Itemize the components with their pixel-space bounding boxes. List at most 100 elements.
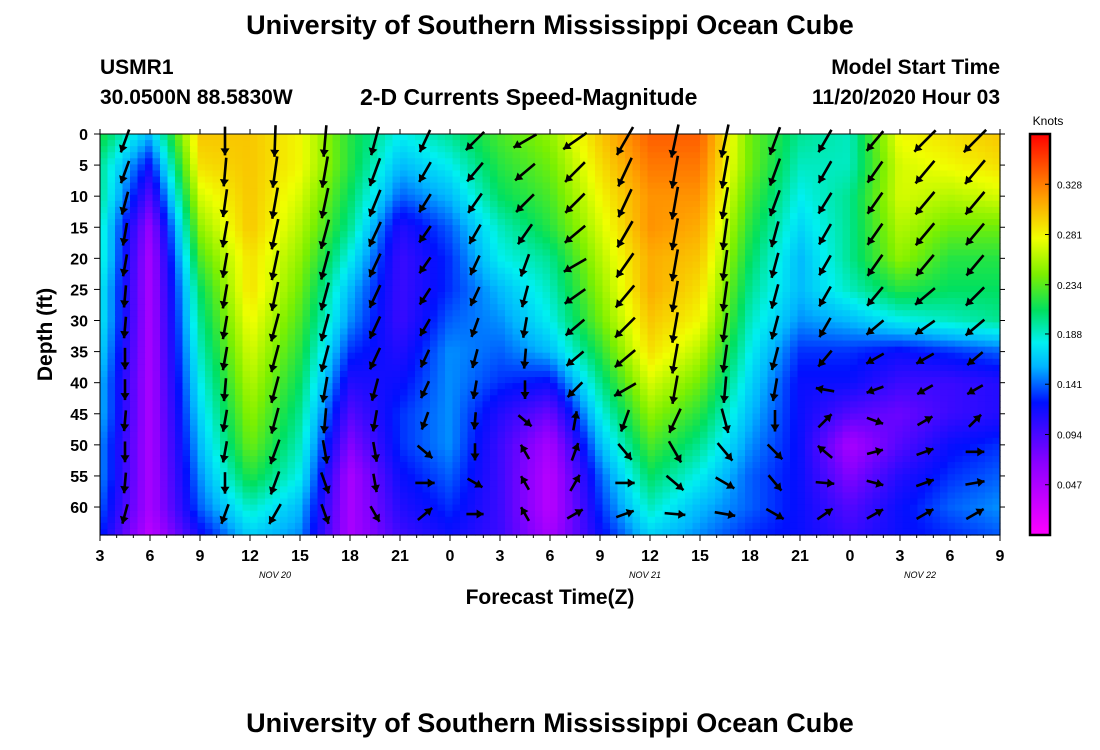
heatmap-cell	[265, 140, 274, 147]
heatmap-cell	[325, 212, 334, 220]
heatmap-cell	[535, 291, 544, 299]
heatmap-cell	[752, 237, 761, 244]
heatmap-cell	[542, 377, 551, 384]
heatmap-cell	[640, 158, 649, 165]
heatmap-cell	[550, 243, 559, 251]
heatmap-cell	[235, 200, 244, 208]
heatmap-cell	[505, 219, 514, 226]
heatmap-cell	[167, 358, 176, 366]
heatmap-cell	[707, 364, 716, 372]
heatmap-cell	[107, 383, 116, 390]
heatmap-cell	[377, 212, 386, 220]
heatmap-cell	[535, 370, 544, 378]
heatmap-cell	[130, 237, 139, 244]
heatmap-cell	[385, 194, 394, 202]
heatmap-cell	[685, 285, 694, 293]
heatmap-cell	[460, 194, 469, 202]
heatmap-cell	[445, 383, 454, 390]
heatmap-cell	[385, 304, 394, 311]
heatmap-cell	[565, 243, 574, 251]
heatmap-cell	[497, 182, 506, 190]
heatmap-cell	[512, 298, 521, 305]
heatmap-cell	[985, 255, 994, 263]
heatmap-cell	[445, 279, 454, 287]
heatmap-cell	[100, 176, 109, 184]
heatmap-cell	[197, 140, 206, 147]
heatmap-cell	[872, 176, 881, 184]
heatmap-cell	[535, 249, 544, 257]
heatmap-cell	[385, 352, 394, 360]
heatmap-cell	[685, 225, 694, 232]
heatmap-cell	[347, 304, 356, 311]
heatmap-cell	[475, 182, 484, 190]
heatmap-cell	[257, 164, 266, 172]
heatmap-cell	[932, 237, 941, 244]
heatmap-cell	[640, 225, 649, 232]
heatmap-cell	[820, 146, 829, 153]
heatmap-cell	[475, 267, 484, 275]
heatmap-cell	[377, 152, 386, 159]
heatmap-cell	[490, 170, 499, 178]
heatmap-cell	[572, 170, 581, 178]
heatmap-cell	[302, 219, 311, 226]
heatmap-cell	[617, 304, 626, 311]
heatmap-cell	[490, 255, 499, 263]
heatmap-cell	[145, 334, 154, 342]
heatmap-cell	[355, 298, 364, 305]
heatmap-cell	[790, 285, 799, 293]
heatmap-cell	[145, 146, 154, 153]
heatmap-cell	[310, 261, 319, 269]
heatmap-cell	[580, 176, 589, 184]
heatmap-cell	[490, 298, 499, 305]
heatmap-cell	[902, 182, 911, 190]
heatmap-cell	[692, 364, 701, 372]
heatmap-cell	[137, 291, 146, 299]
heatmap-cell	[977, 304, 986, 311]
heatmap-cell	[332, 182, 341, 190]
heatmap-cell	[415, 212, 424, 220]
heatmap-cell	[985, 134, 994, 141]
heatmap-cell	[512, 200, 521, 208]
heatmap-cell	[655, 212, 664, 220]
heatmap-cell	[730, 364, 739, 372]
heatmap-cell	[167, 364, 176, 372]
heatmap-cell	[197, 249, 206, 257]
heatmap-cell	[377, 170, 386, 178]
heatmap-cell	[647, 273, 656, 281]
heatmap-cell	[565, 261, 574, 269]
heatmap-cell	[685, 134, 694, 141]
heatmap-cell	[692, 134, 701, 141]
heatmap-cell	[977, 346, 986, 354]
heatmap-cell	[977, 182, 986, 190]
heatmap-cell	[190, 334, 199, 342]
heatmap-cell	[640, 188, 649, 196]
heatmap-cell	[572, 146, 581, 153]
heatmap-cell	[610, 328, 619, 336]
heatmap-cell	[580, 273, 589, 281]
heatmap-cell	[655, 231, 664, 238]
heatmap-cell	[865, 273, 874, 281]
heatmap-cell	[362, 212, 371, 220]
heatmap-cell	[160, 200, 169, 208]
heatmap-cell	[152, 334, 161, 342]
heatmap-cell	[887, 273, 896, 281]
heatmap-cell	[302, 243, 311, 251]
heatmap-cell	[557, 310, 566, 317]
heatmap-cell	[535, 346, 544, 354]
heatmap-cell	[497, 328, 506, 336]
heatmap-cell	[280, 346, 289, 354]
heatmap-cell	[422, 340, 431, 348]
heatmap-cell	[497, 377, 506, 384]
heatmap-cell	[340, 346, 349, 354]
heatmap-cell	[580, 383, 589, 390]
heatmap-cell	[520, 152, 529, 159]
heatmap-cell	[460, 225, 469, 232]
heatmap-cell	[535, 146, 544, 153]
heatmap-cell	[212, 152, 221, 159]
heatmap-cell	[137, 194, 146, 202]
heatmap-cell	[520, 285, 529, 293]
heatmap-cell	[167, 377, 176, 384]
heatmap-cell	[925, 316, 934, 323]
heatmap-cell	[737, 291, 746, 299]
heatmap-cell	[520, 255, 529, 263]
